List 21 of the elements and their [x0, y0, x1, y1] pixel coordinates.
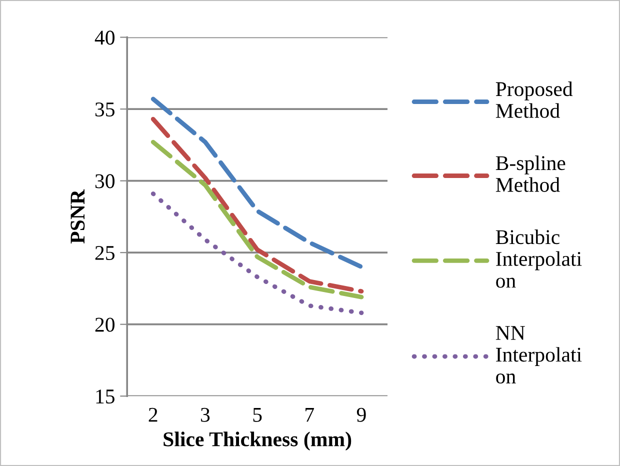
y-tick-label: 35 [95, 102, 114, 116]
y-tick-label: 30 [95, 174, 114, 188]
line-series [150, 192, 364, 316]
legend-label: Bicubic Interpolati on [496, 230, 582, 288]
line-series [150, 116, 364, 294]
line-series [150, 140, 364, 300]
x-axis-title: Slice Thickness (mm) [164, 432, 352, 451]
y-tick-label: 15 [96, 390, 114, 404]
legend-label: B-spline Method [496, 156, 566, 192]
x-tick-label: 3 [201, 408, 210, 422]
y-axis-title: PSNR [70, 189, 85, 244]
x-tick-label: 9 [356, 408, 366, 422]
line-series [150, 96, 364, 270]
x-tick-label: 5 [253, 408, 262, 422]
legend-label: Proposed Method [496, 81, 573, 118]
y-tick-label: 25 [95, 246, 114, 260]
y-tick-label: 40 [94, 30, 114, 45]
x-tick-label: 2 [148, 408, 158, 422]
y-tick-label: 20 [95, 318, 114, 332]
legend-label: NN Interpolati on [496, 326, 582, 384]
x-tick-label: 7 [306, 408, 314, 422]
